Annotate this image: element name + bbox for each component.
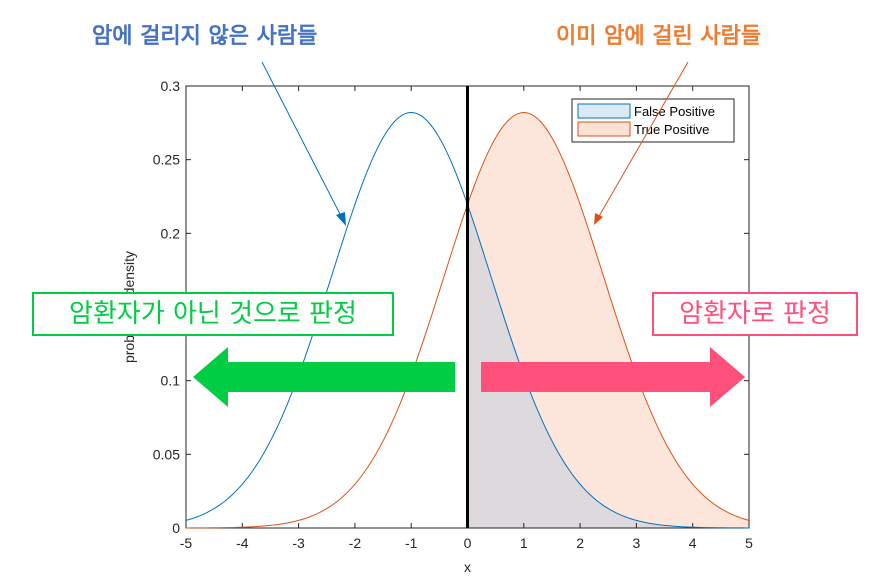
x-tick-label: 0 [464,535,472,551]
y-tick-label: 0.25 [153,152,180,168]
positive-decision-box: 암환자로 판정 [652,292,858,336]
healthy-group-title: 암에 걸리지 않은 사람들 [92,24,318,49]
x-tick-label: 3 [633,535,641,551]
cancer-pointer-line [597,61,689,219]
x-tick-label: 1 [520,535,528,551]
x-tick-label: -2 [349,535,362,551]
y-tick-label: 0.2 [161,225,181,241]
legend: False Positive True Positive [571,98,735,143]
cancer-pointer-head [594,213,603,225]
legend-swatch-false-positive [577,103,631,119]
legend-swatch-true-positive [577,121,631,137]
decision-arrows [193,61,745,407]
shaded-region-false-positive [467,204,749,528]
x-tick-label: 2 [576,535,584,551]
y-tick-label: 0.3 [161,78,181,94]
positive-decision-arrow [481,347,745,407]
shaded-regions [467,112,749,529]
negative-decision-arrow [193,347,455,407]
y-tick-label: 0.1 [161,373,181,389]
cancer-group-title: 이미 암에 걸린 사람들 [556,24,762,49]
y-tick-label: 0 [172,520,180,536]
x-tick-label: -5 [180,535,193,551]
x-tick-label: 4 [689,535,697,551]
x-axis-label: x [464,559,471,575]
healthy-pointer-line [261,61,343,219]
healthy-pointer-head [336,212,346,226]
legend-label-true-positive: True Positive [634,122,709,137]
legend-label-false-positive: False Positive [634,104,715,119]
negative-decision-box: 암환자가 아닌 것으로 판정 [32,292,394,336]
x-tick-label: 5 [745,535,753,551]
x-tick-label: -1 [405,535,418,551]
y-tick-label: 0.05 [153,446,180,462]
x-tick-label: -3 [292,535,305,551]
x-tick-label: -4 [236,535,249,551]
